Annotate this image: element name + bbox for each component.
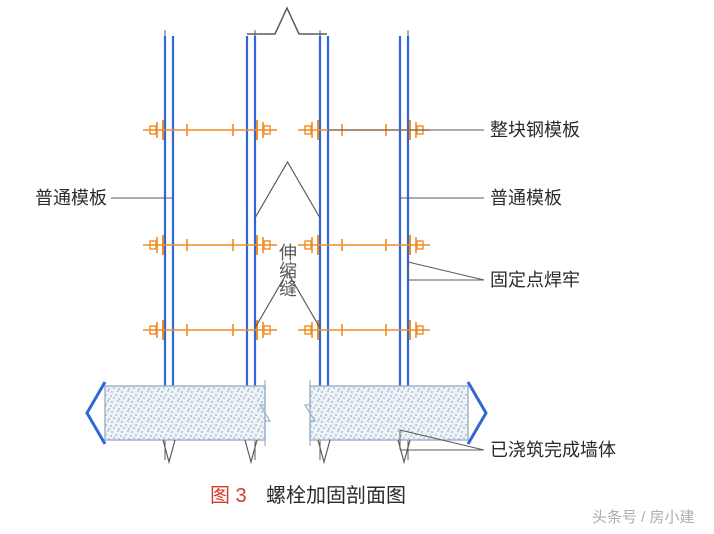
concrete-wall — [310, 386, 468, 440]
figure-index: 图 3 — [210, 485, 247, 507]
callout-label: 固定点焊牢 — [490, 270, 580, 290]
callout-label: 普通模板 — [35, 188, 107, 208]
figure-caption: 螺栓加固剖面图 — [266, 484, 406, 507]
concrete-wall — [105, 386, 265, 440]
callout-label: 普通模板 — [490, 188, 562, 208]
callout-label: 已浇筑完成墙体 — [490, 440, 616, 460]
callout-label: 整块钢模板 — [490, 120, 580, 140]
expansion-joint-label: 伸缩缝 — [277, 243, 297, 297]
watermark: 头条号 / 房小建 — [592, 509, 695, 526]
